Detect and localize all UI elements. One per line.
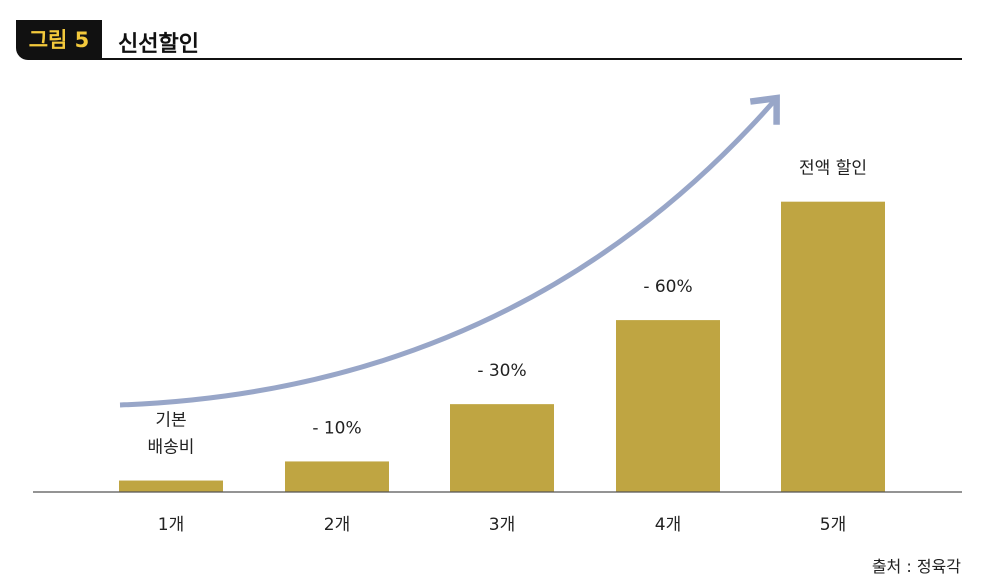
figure-title: 신선할인 <box>118 32 199 57</box>
x-tick-label: 2개 <box>324 515 350 535</box>
data-label: 기본 <box>155 411 186 431</box>
bar-2 <box>285 461 389 492</box>
bar-1 <box>119 480 223 492</box>
data-label: - 30% <box>477 361 526 381</box>
data-label: - 10% <box>312 418 361 438</box>
data-label: 전액 할인 <box>799 159 867 179</box>
bar-4 <box>616 320 720 492</box>
figure-header: 그림 5 신선할인 <box>16 20 962 62</box>
data-label: - 60% <box>643 277 692 297</box>
x-tick-label: 1개 <box>158 515 184 535</box>
source-note: 출처 : 정육각 <box>871 557 961 576</box>
data-label: 배송비 <box>148 438 195 458</box>
bar-5 <box>781 201 885 492</box>
x-tick-label: 3개 <box>489 515 515 535</box>
bar-3 <box>450 404 554 492</box>
header-rule <box>102 58 962 60</box>
x-tick-label: 5개 <box>820 515 846 535</box>
figure-label: 그림 5 <box>16 20 102 60</box>
x-tick-label: 4개 <box>655 515 681 535</box>
trend-arrow <box>119 94 780 408</box>
